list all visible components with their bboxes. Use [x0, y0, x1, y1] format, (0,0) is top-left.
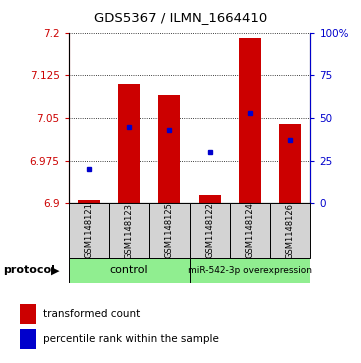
Text: GSM1148123: GSM1148123	[125, 203, 134, 258]
Text: protocol: protocol	[4, 265, 56, 276]
FancyBboxPatch shape	[230, 203, 270, 258]
Text: GSM1148122: GSM1148122	[205, 203, 214, 258]
Text: GSM1148126: GSM1148126	[286, 203, 295, 258]
Text: miR-542-3p overexpression: miR-542-3p overexpression	[188, 266, 312, 275]
Bar	[158, 95, 180, 203]
Bar	[239, 38, 261, 203]
Text: GSM1148125: GSM1148125	[165, 203, 174, 258]
FancyBboxPatch shape	[109, 203, 149, 258]
Bar	[279, 124, 301, 203]
Text: ▶: ▶	[51, 265, 60, 276]
FancyBboxPatch shape	[190, 203, 230, 258]
FancyBboxPatch shape	[69, 258, 190, 283]
Bar	[78, 200, 100, 203]
Text: transformed count: transformed count	[43, 309, 140, 319]
FancyBboxPatch shape	[69, 203, 109, 258]
FancyBboxPatch shape	[190, 258, 310, 283]
FancyBboxPatch shape	[149, 203, 190, 258]
Text: percentile rank within the sample: percentile rank within the sample	[43, 334, 219, 344]
Text: control: control	[110, 265, 148, 276]
FancyBboxPatch shape	[270, 203, 310, 258]
Bar	[199, 195, 221, 203]
Text: GSM1148121: GSM1148121	[84, 203, 93, 258]
Bar	[118, 84, 140, 203]
Text: GSM1148124: GSM1148124	[245, 203, 255, 258]
Text: GDS5367 / ILMN_1664410: GDS5367 / ILMN_1664410	[94, 11, 267, 24]
